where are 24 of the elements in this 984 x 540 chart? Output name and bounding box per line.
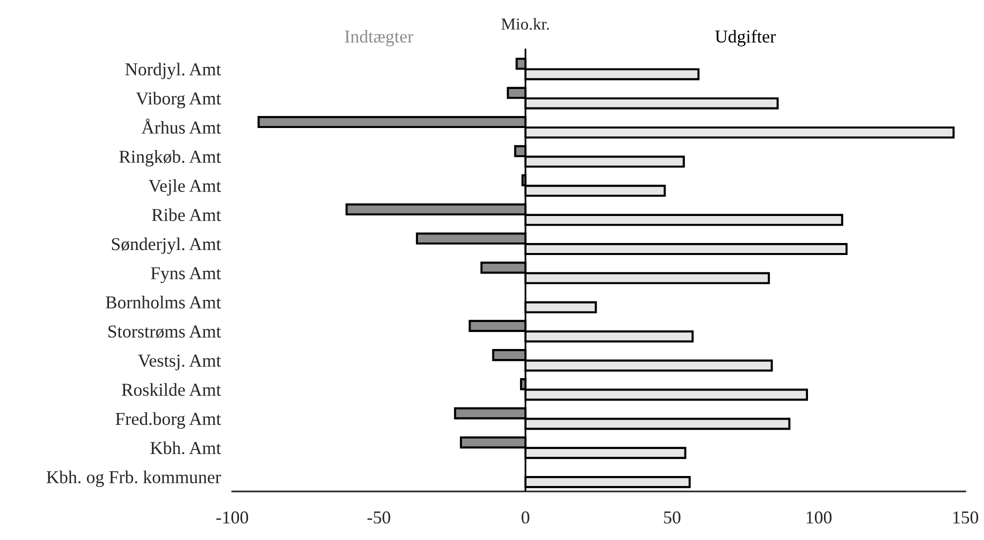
- y-tick-label: Viborg Amt: [136, 92, 222, 108]
- y-tick-label: Vejle Amt: [148, 179, 222, 196]
- y-tick-label: Bornholms Amt: [106, 296, 222, 308]
- x-axis-title: Mio.kr.: [501, 18, 549, 30]
- y-tick-label: Kbh. Amt: [150, 441, 222, 454]
- y-tick-label: Århus Amt: [142, 118, 222, 134]
- text: Indtægter: [344, 30, 414, 46]
- x-tick-label: -50: [367, 511, 390, 524]
- x-tick-label: 100: [806, 511, 832, 524]
- x-tick-label: 50: [664, 511, 680, 524]
- y-tick-label: Nordjyl. Amt: [125, 62, 222, 80]
- y-tick-label: Vestsj. Amt: [138, 354, 222, 370]
- y-tick-label: Fyns Amt: [150, 267, 222, 284]
- y-tick-label: Roskilde Amt: [122, 383, 222, 396]
- y-tick-label: Kbh. og Frb. kommuner: [46, 470, 221, 487]
- x-tick-label: -100: [216, 511, 248, 524]
- y-tick-label: Ribe Amt: [152, 208, 222, 222]
- series-label: Udgifter: [715, 30, 776, 46]
- y-tick-label: Ringkøb. Amt: [119, 150, 222, 167]
- y-tick-label: Fred.borg Amt: [116, 412, 222, 429]
- x-tick-label: 0: [522, 511, 530, 524]
- x-tick-label: 150: [953, 511, 978, 524]
- y-tick-label: Storstrøms Amt: [108, 325, 222, 338]
- y-tick-label: Sønderjyl. Amt: [112, 238, 222, 254]
